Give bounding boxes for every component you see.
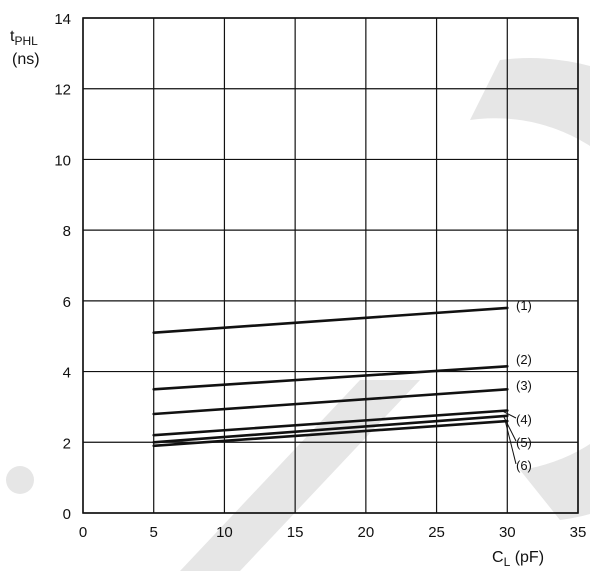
- series-label: (6): [516, 458, 532, 473]
- y-tick-label: 4: [63, 365, 71, 382]
- watermark: [6, 58, 590, 571]
- series-lines: [152, 306, 509, 448]
- series-label: (1): [516, 298, 532, 313]
- x-tick-label: 25: [428, 524, 445, 541]
- series-line: [152, 409, 509, 437]
- y-axis-title-unit: (ns): [12, 51, 40, 68]
- series-labels: (1) (2) (3) (4) (5) (6): [516, 298, 532, 473]
- y-axis-title-main: tPHL: [10, 28, 38, 48]
- x-tick-label: 20: [358, 524, 375, 541]
- series-line: [152, 365, 509, 391]
- y-tick-label: 6: [63, 294, 71, 311]
- series-label: (4): [516, 412, 532, 427]
- x-tick-label: 0: [79, 524, 87, 541]
- watermark-arc: [470, 58, 590, 520]
- y-tick-label: 10: [54, 152, 71, 169]
- x-axis-title: CL (pF): [492, 549, 544, 569]
- y-tick-label: 8: [63, 223, 71, 240]
- x-tick-label: 10: [216, 524, 233, 541]
- series-label-leader: [502, 415, 517, 442]
- y-tick-label: 0: [63, 506, 71, 523]
- series-label-leaders: [501, 410, 517, 465]
- plot-frame: [82, 17, 579, 514]
- x-tick-label: 35: [570, 524, 587, 541]
- x-tick-label: 15: [287, 524, 304, 541]
- y-tick-label: 2: [63, 435, 71, 452]
- y-tick-label: 14: [54, 11, 71, 28]
- series-line: [152, 414, 509, 444]
- series-label: (3): [516, 378, 532, 393]
- series-line: [152, 419, 509, 448]
- x-axis-title-text: CL (pF): [492, 549, 544, 569]
- series-label: (2): [516, 352, 532, 367]
- series-label-leader: [501, 410, 517, 419]
- y-tick-label: 12: [54, 82, 71, 99]
- series-line: [152, 388, 509, 416]
- tick-labels: 0 5 10 15 20 25 30 35 0 2 4 6 8 10 12 14: [54, 11, 586, 541]
- x-tick-label: 30: [499, 524, 516, 541]
- series-line: [152, 306, 509, 334]
- watermark-dot: [6, 466, 34, 494]
- x-tick-label: 5: [150, 524, 158, 541]
- series-label: (5): [516, 435, 532, 450]
- series-label-leader: [504, 420, 517, 465]
- y-axis-title: tPHL (ns): [10, 28, 40, 68]
